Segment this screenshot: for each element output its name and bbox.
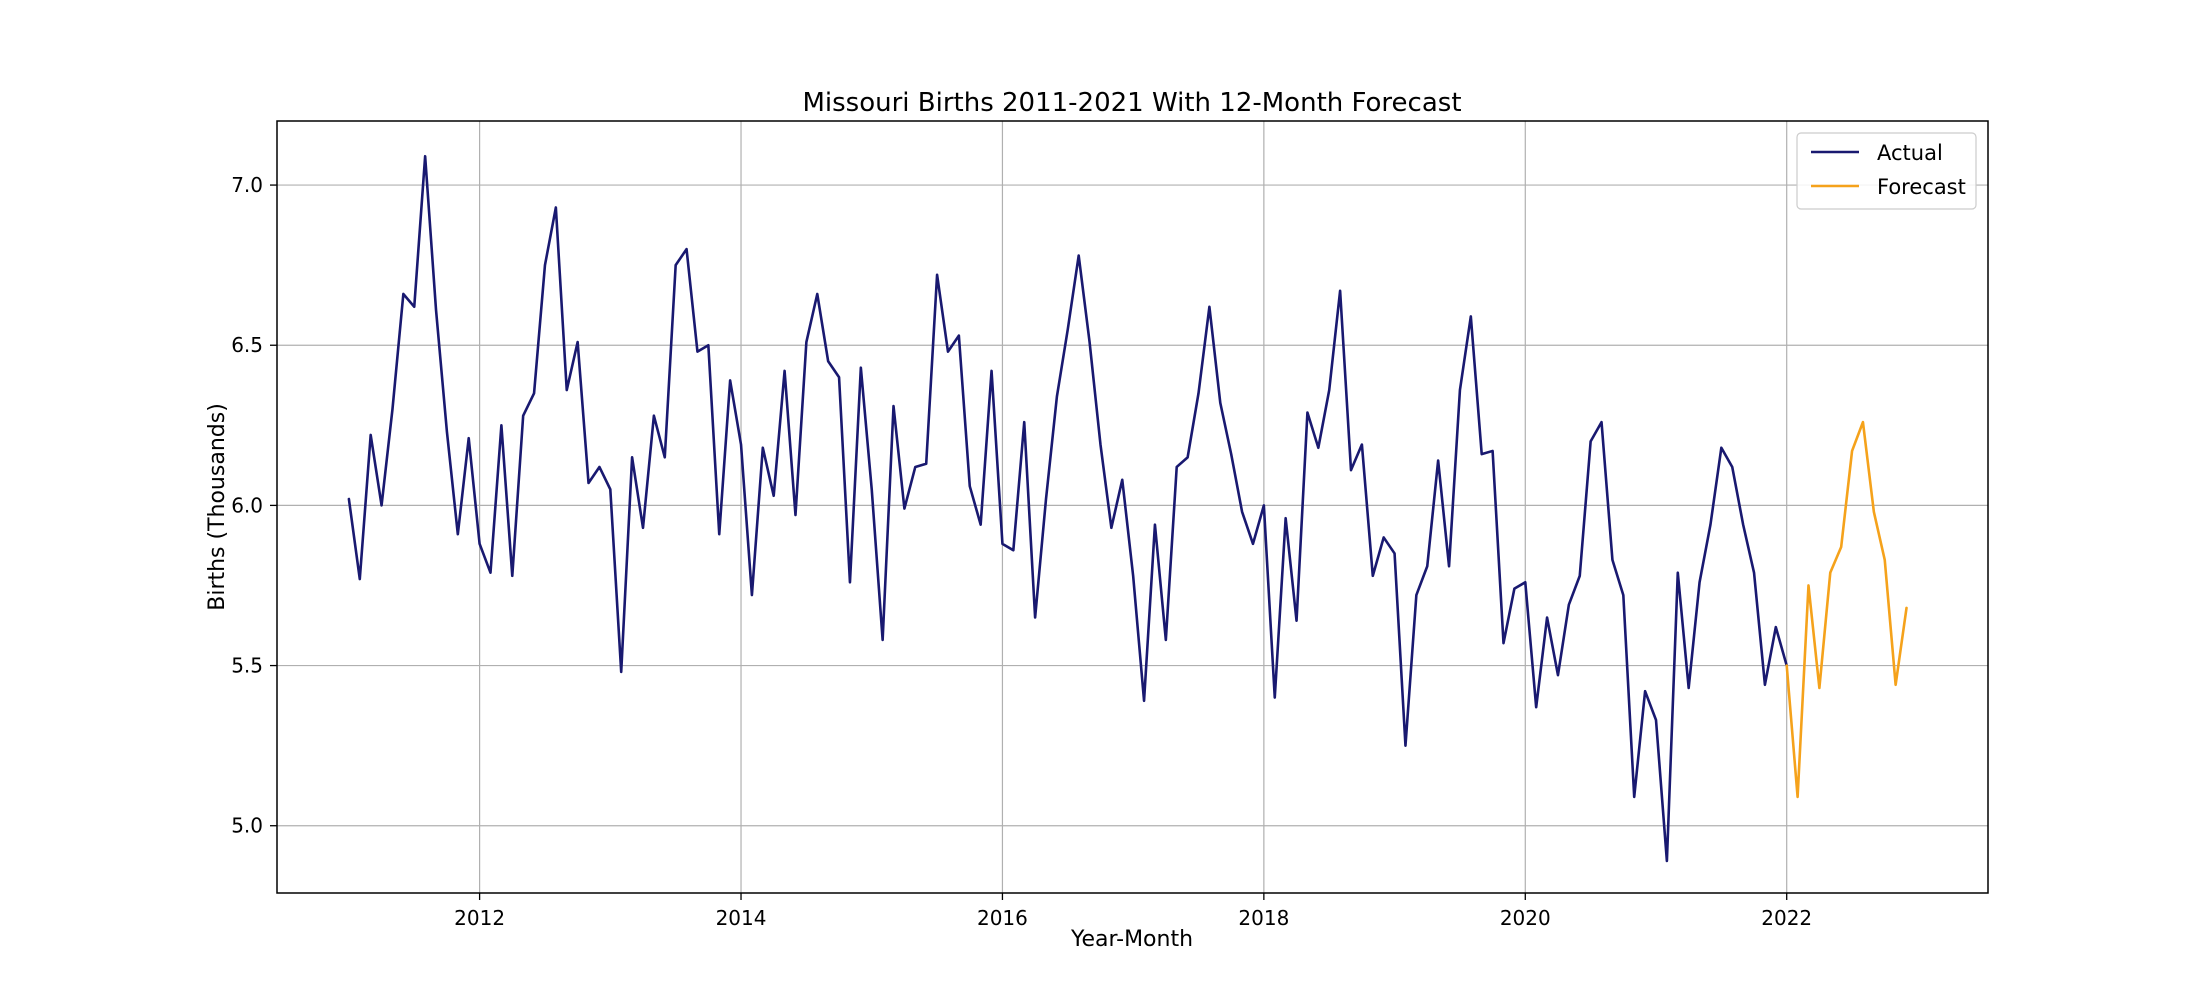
x-axis-label: Year-Month xyxy=(1070,927,1193,952)
grid-lines xyxy=(277,121,1988,893)
series-line-forecast xyxy=(1785,420,1908,799)
x-tick-label: 2020 xyxy=(1500,906,1551,930)
plot-frame xyxy=(276,120,1989,894)
y-tick-label: 6.5 xyxy=(231,333,263,357)
y-axis-label: Births (Thousands) xyxy=(205,403,230,611)
x-tick-label: 2018 xyxy=(1238,906,1289,930)
series-lines xyxy=(347,154,1908,863)
legend-label-forecast: Forecast xyxy=(1877,175,1966,199)
y-tick-label: 5.5 xyxy=(231,654,263,678)
x-tick-label: 2022 xyxy=(1761,906,1812,930)
y-tick-label: 6.0 xyxy=(231,493,263,517)
chart-title: Missouri Births 2011-2021 With 12-Month … xyxy=(802,88,1461,118)
y-tick-label: 5.0 xyxy=(231,814,263,838)
x-tick-label: 2012 xyxy=(454,906,505,930)
legend: Actual Forecast xyxy=(1796,132,1977,210)
y-tick-label: 7.0 xyxy=(231,173,263,197)
axis-ticks: 2012 2014 2016 2018 2020 2022 5.0 5.5 6.0 6.5 7.0 xyxy=(231,173,1812,930)
x-tick-label: 2016 xyxy=(977,906,1028,930)
x-tick-label: 2014 xyxy=(716,906,767,930)
series-line-actual xyxy=(347,154,1789,863)
legend-label-actual: Actual xyxy=(1877,141,1943,165)
